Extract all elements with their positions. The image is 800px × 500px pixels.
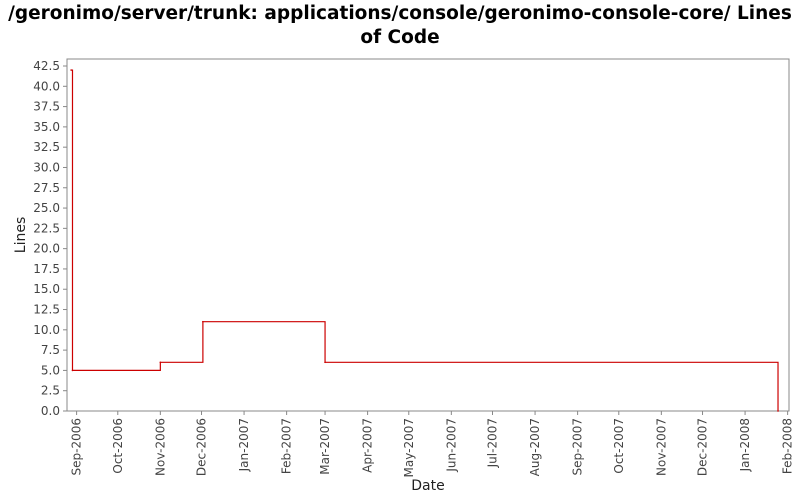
- x-axis: Sep-2006 Oct-2006 Nov-2006 Dec-2006 Jan-2007…: [70, 411, 795, 477]
- y-tick-label: 42.5: [33, 59, 60, 73]
- y-tick-label: 37.5: [33, 100, 60, 114]
- series-line: [71, 69, 779, 411]
- x-tick-label: Feb-2007: [280, 418, 294, 474]
- x-tick-label: Oct-2006: [111, 418, 125, 474]
- y-tick-label: 7.5: [41, 343, 60, 357]
- x-tick-label: Dec-2007: [696, 418, 710, 476]
- y-tick-label: 40.0: [33, 79, 60, 93]
- x-axis-label: Date: [411, 478, 444, 494]
- y-tick-label: 0.0: [41, 404, 60, 418]
- y-tick-label: 20.0: [33, 242, 60, 256]
- data-point: [777, 410, 779, 412]
- x-tick-label: Aug-2007: [528, 418, 542, 476]
- y-tick-label: 17.5: [33, 262, 60, 276]
- x-tick-label: May-2007: [402, 418, 416, 477]
- data-point: [71, 369, 74, 372]
- data-point: [324, 361, 326, 364]
- x-tick-label: Jul-2007: [486, 418, 500, 468]
- x-tick-label: Dec-2006: [195, 418, 209, 476]
- x-tick-label: Apr-2007: [361, 418, 375, 473]
- y-tick-label: 35.0: [33, 120, 60, 134]
- x-tick-label: Nov-2006: [153, 418, 167, 476]
- chart-title: /geronimo/server/trunk: applications/con…: [8, 3, 792, 48]
- x-tick-label: Sep-2007: [571, 418, 585, 476]
- x-tick-label: Jan-2007: [237, 418, 251, 472]
- y-tick-label: 15.0: [33, 282, 60, 296]
- y-tick-label: 10.0: [33, 323, 60, 337]
- data-point: [159, 361, 162, 364]
- y-tick-label: 22.5: [33, 221, 60, 235]
- y-tick-label: 30.0: [33, 160, 60, 174]
- y-tick-label: 5.0: [41, 363, 60, 377]
- x-tick-label: Feb-2008: [781, 418, 795, 474]
- y-tick-label: 32.5: [33, 140, 60, 154]
- y-tick-label: 12.5: [33, 303, 60, 317]
- y-axis: 0.0 2.5 5.0 7.5 10.0 12.5 15.0 17.5 20.0 22.5 25.0…: [33, 59, 67, 418]
- y-tick-label: 2.5: [41, 384, 60, 398]
- x-tick-label: Oct-2007: [612, 418, 626, 474]
- x-tick-label: Sep-2006: [70, 418, 84, 476]
- plot-area: [66, 58, 790, 412]
- y-tick-label: 27.5: [33, 181, 60, 195]
- x-tick-label: Jan-2008: [738, 418, 752, 472]
- x-tick-label: Mar-2007: [318, 418, 332, 475]
- data-point: [202, 320, 204, 323]
- series-layer: [70, 69, 779, 412]
- x-tick-label: Jun-2007: [444, 418, 458, 473]
- x-tick-label: Nov-2007: [654, 418, 668, 476]
- data-point: [70, 69, 72, 71]
- y-axis-label: Lines: [13, 217, 29, 253]
- y-tick-label: 25.0: [33, 201, 60, 215]
